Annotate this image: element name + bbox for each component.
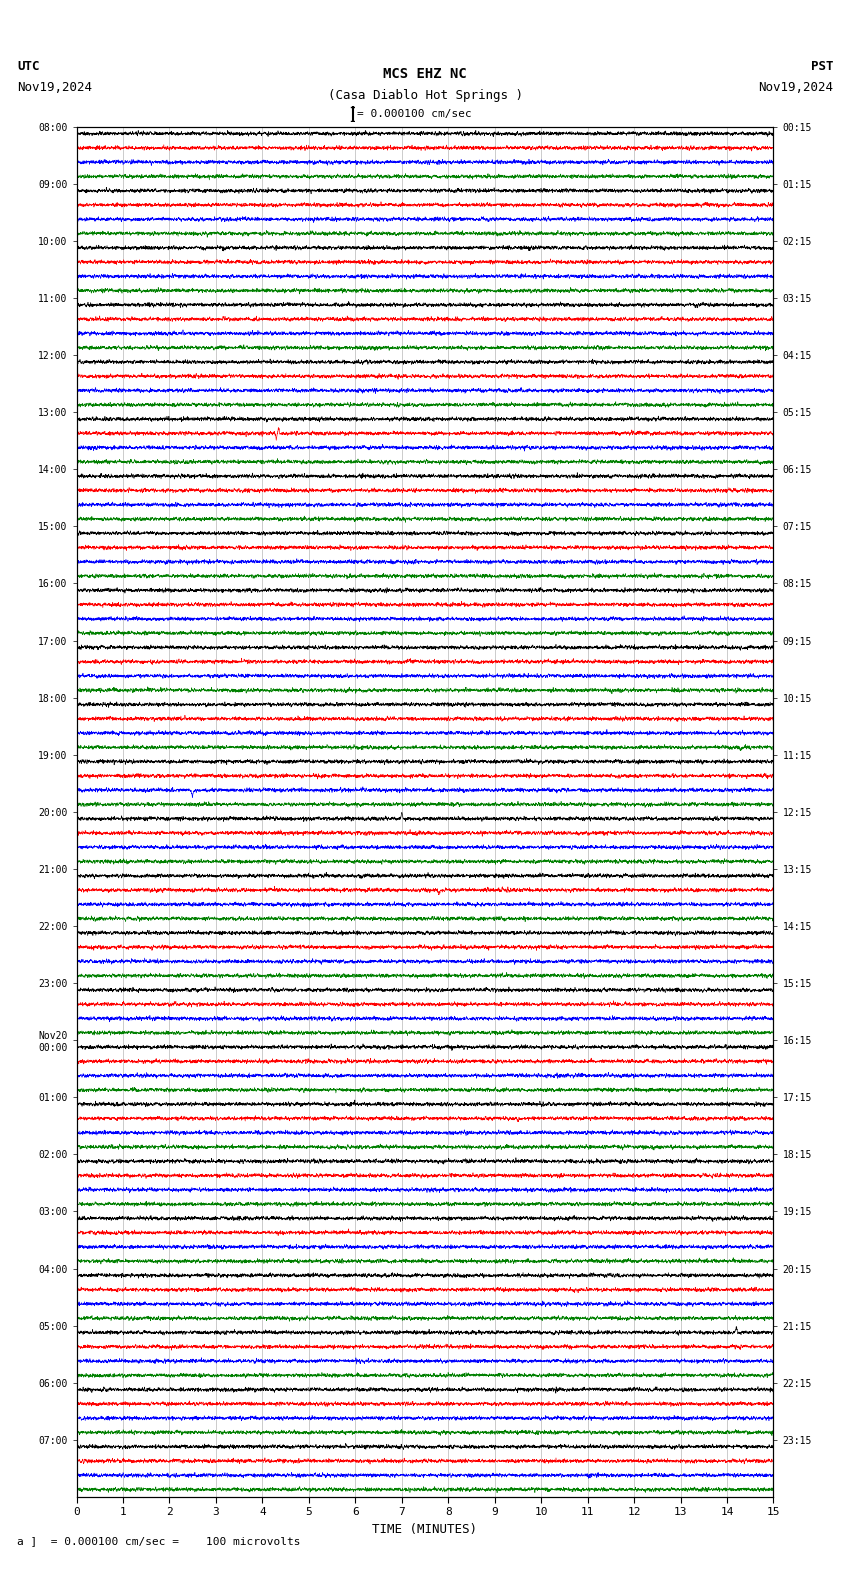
Text: = 0.000100 cm/sec: = 0.000100 cm/sec (357, 109, 472, 119)
Text: a ]  = 0.000100 cm/sec =    100 microvolts: a ] = 0.000100 cm/sec = 100 microvolts (17, 1536, 301, 1546)
X-axis label: TIME (MINUTES): TIME (MINUTES) (372, 1522, 478, 1536)
Text: MCS EHZ NC: MCS EHZ NC (383, 68, 467, 81)
Text: (Casa Diablo Hot Springs ): (Casa Diablo Hot Springs ) (327, 89, 523, 101)
Text: UTC: UTC (17, 60, 39, 73)
Text: Nov19,2024: Nov19,2024 (758, 81, 833, 93)
Text: Nov19,2024: Nov19,2024 (17, 81, 92, 93)
Text: PST: PST (811, 60, 833, 73)
